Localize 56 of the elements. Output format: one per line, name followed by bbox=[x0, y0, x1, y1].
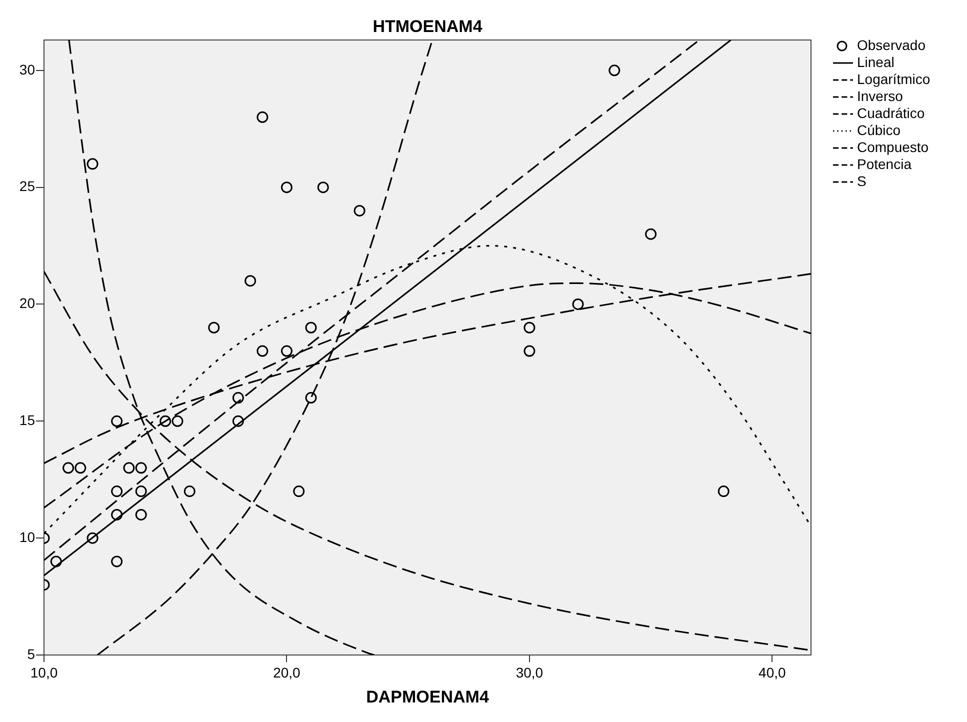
y-tick-label: 15 bbox=[19, 412, 36, 428]
legend-label: Potencia bbox=[857, 156, 912, 172]
legend-label: Observado bbox=[857, 36, 926, 53]
point bbox=[524, 345, 536, 357]
point bbox=[135, 508, 147, 520]
point bbox=[208, 322, 220, 334]
point bbox=[305, 392, 317, 404]
point bbox=[354, 204, 366, 216]
point bbox=[160, 415, 172, 427]
point bbox=[317, 182, 329, 194]
y-tick-label: 25 bbox=[19, 178, 36, 194]
point bbox=[645, 228, 657, 240]
point bbox=[305, 322, 317, 334]
x-tick-label: 20,0 bbox=[273, 664, 301, 680]
point bbox=[256, 345, 268, 357]
point bbox=[524, 322, 536, 334]
legend-label: Lineal bbox=[857, 54, 894, 70]
point bbox=[86, 532, 98, 544]
chart-title: HTMOENAM4 bbox=[372, 17, 483, 36]
point bbox=[135, 486, 147, 498]
point bbox=[718, 486, 730, 498]
legend-label: Cúbico bbox=[857, 122, 901, 138]
legend-label: Logarítmico bbox=[857, 70, 930, 87]
x-tick-label: 10,0 bbox=[30, 664, 58, 680]
point bbox=[293, 486, 305, 498]
point bbox=[123, 462, 135, 474]
point bbox=[244, 275, 256, 287]
point bbox=[172, 415, 184, 427]
point bbox=[111, 486, 123, 498]
point bbox=[280, 182, 292, 194]
y-tick-label: 5 bbox=[27, 646, 36, 662]
legend-label: Cuadrático bbox=[857, 104, 925, 121]
point bbox=[62, 462, 74, 474]
point bbox=[86, 158, 98, 170]
point bbox=[111, 415, 123, 427]
point bbox=[50, 556, 62, 568]
point bbox=[111, 508, 123, 520]
legend-label: Compuesto bbox=[857, 138, 929, 155]
point bbox=[572, 298, 584, 310]
point bbox=[74, 462, 86, 474]
y-tick-label: 10 bbox=[19, 528, 36, 545]
point bbox=[135, 462, 147, 474]
point bbox=[232, 415, 244, 427]
legend-label: Inverso bbox=[857, 88, 904, 104]
y-tick-label: 30 bbox=[19, 61, 36, 78]
point bbox=[608, 64, 620, 76]
point bbox=[111, 556, 123, 568]
y-tick-label: 20 bbox=[19, 295, 36, 312]
point bbox=[232, 392, 244, 404]
x-tick-label: 30,0 bbox=[516, 664, 544, 680]
point bbox=[184, 486, 196, 498]
x-tick-label: 40,0 bbox=[758, 664, 786, 680]
legend-label: S bbox=[857, 172, 866, 189]
point bbox=[280, 345, 292, 357]
x-axis-title: DAPMOENAM4 bbox=[366, 687, 490, 706]
point bbox=[256, 111, 268, 123]
